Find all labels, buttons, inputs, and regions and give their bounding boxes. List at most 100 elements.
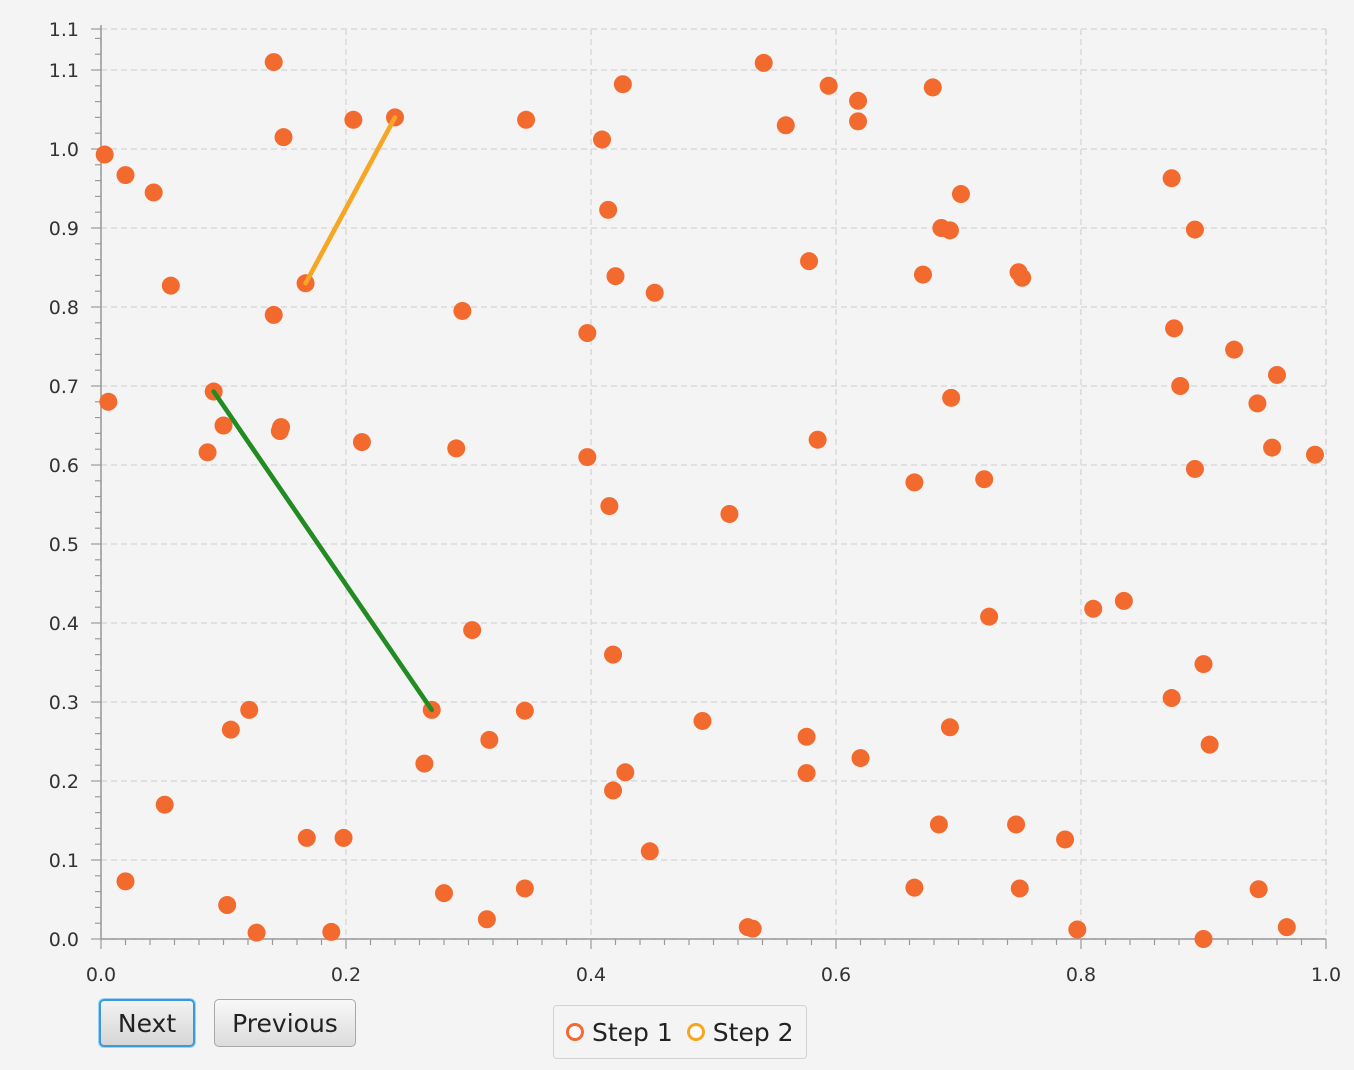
data-point	[116, 872, 135, 891]
data-point	[1194, 930, 1213, 948]
data-point	[274, 128, 293, 147]
data-point	[1248, 394, 1267, 413]
data-point	[940, 221, 959, 240]
data-point	[1268, 365, 1286, 384]
data-point	[1263, 438, 1282, 457]
orange-segment-overlay	[303, 115, 398, 286]
legend-marker-icon	[686, 1023, 705, 1041]
data-point	[797, 727, 816, 746]
data-point	[1114, 591, 1133, 610]
y-tick-label: 0.2	[49, 771, 79, 793]
data-point	[905, 878, 924, 897]
data-point	[1010, 879, 1029, 898]
data-point	[720, 504, 739, 523]
data-point	[578, 448, 597, 467]
data-point	[975, 470, 994, 489]
data-point	[1277, 918, 1296, 937]
previous-button[interactable]: Previous	[214, 999, 356, 1047]
data-point	[95, 145, 114, 164]
data-point	[905, 473, 924, 492]
data-point	[116, 166, 135, 185]
chart-canvas: 0.0 0.1 0.2 0.3 0.4 0.5 0.6 0.7 0.8 0.9 1.0 1.1 1.1 0…	[49, 19, 1341, 986]
next-button[interactable]: Next	[99, 999, 195, 1047]
data-point	[297, 828, 316, 847]
data-point	[272, 418, 291, 437]
data-point	[606, 267, 625, 286]
data-point	[1185, 220, 1204, 239]
data-point	[1056, 830, 1075, 849]
legend-label: Step 2	[712, 1017, 794, 1047]
y-tick-label: 1.0	[49, 139, 79, 161]
data-point	[849, 91, 868, 110]
data-point	[951, 185, 970, 204]
data-point	[645, 283, 664, 302]
data-point	[923, 78, 942, 97]
x-tick-label: 0.8	[1066, 964, 1096, 986]
data-point	[515, 879, 534, 898]
data-point	[1200, 735, 1219, 754]
data-point	[1194, 655, 1213, 674]
data-point	[743, 919, 762, 938]
data-point	[616, 763, 635, 782]
data-point	[851, 749, 870, 768]
data-point	[214, 416, 233, 435]
scatter-chart: 0.0 0.1 0.2 0.3 0.4 0.5 0.6 0.7 0.8 0.9 1.0 1.1 1.1 0…	[49, 19, 1341, 986]
data-point	[264, 305, 283, 324]
green-segment-overlay	[211, 389, 434, 713]
legend-marker-icon	[566, 1023, 584, 1041]
data-point	[334, 828, 353, 847]
data-point	[99, 392, 118, 411]
data-point	[435, 884, 453, 903]
y-tick-label: 0.3	[49, 692, 79, 714]
data-point	[600, 497, 619, 516]
data-point	[578, 324, 597, 343]
y-tick-label: 0.8	[49, 297, 79, 319]
data-point	[980, 607, 999, 626]
data-point	[264, 53, 283, 72]
data-point	[640, 842, 659, 861]
y-tick-label: 0.6	[49, 455, 79, 477]
data-point	[155, 795, 174, 814]
data-point	[463, 621, 482, 640]
data-point	[1305, 445, 1324, 464]
x-tick-label: 0.0	[86, 964, 116, 986]
data-point	[477, 910, 496, 929]
x-tick-label: 0.2	[331, 964, 361, 986]
data-point	[344, 110, 363, 129]
data-point	[198, 443, 217, 462]
data-point	[1165, 319, 1184, 338]
data-point	[322, 922, 341, 941]
data-point	[1171, 377, 1190, 395]
data-point	[1162, 689, 1181, 708]
data-point	[1162, 169, 1181, 188]
data-point	[517, 110, 536, 129]
data-point	[240, 700, 259, 719]
data-point	[599, 200, 618, 219]
y-tick-label: 0.0	[49, 929, 79, 951]
data-point	[1068, 920, 1087, 939]
data-point	[754, 53, 773, 72]
data-point	[604, 781, 623, 800]
y-tick-label: 0.9	[49, 218, 79, 240]
y-tick-label: 0.1	[49, 850, 79, 872]
legend-item-step-1: Step 1	[566, 1018, 673, 1047]
data-point	[221, 720, 240, 739]
y-tick-label: 1.1	[49, 60, 79, 82]
data-point	[693, 711, 712, 730]
data-point	[515, 701, 534, 720]
data-point	[613, 75, 632, 94]
y-tick-label: 0.7	[49, 376, 79, 398]
data-point	[604, 645, 623, 664]
data-point	[593, 130, 612, 149]
data-point	[453, 301, 472, 320]
data-point	[218, 896, 237, 915]
data-point	[447, 439, 466, 458]
data-point	[913, 265, 932, 284]
data-point	[942, 388, 961, 407]
chart-legend: Step 1 Step 2	[553, 1005, 807, 1059]
x-tick-label: 0.4	[576, 964, 606, 986]
data-point	[1185, 459, 1204, 478]
data-point	[776, 116, 795, 135]
data-point	[161, 276, 180, 295]
data-point	[1249, 880, 1268, 899]
